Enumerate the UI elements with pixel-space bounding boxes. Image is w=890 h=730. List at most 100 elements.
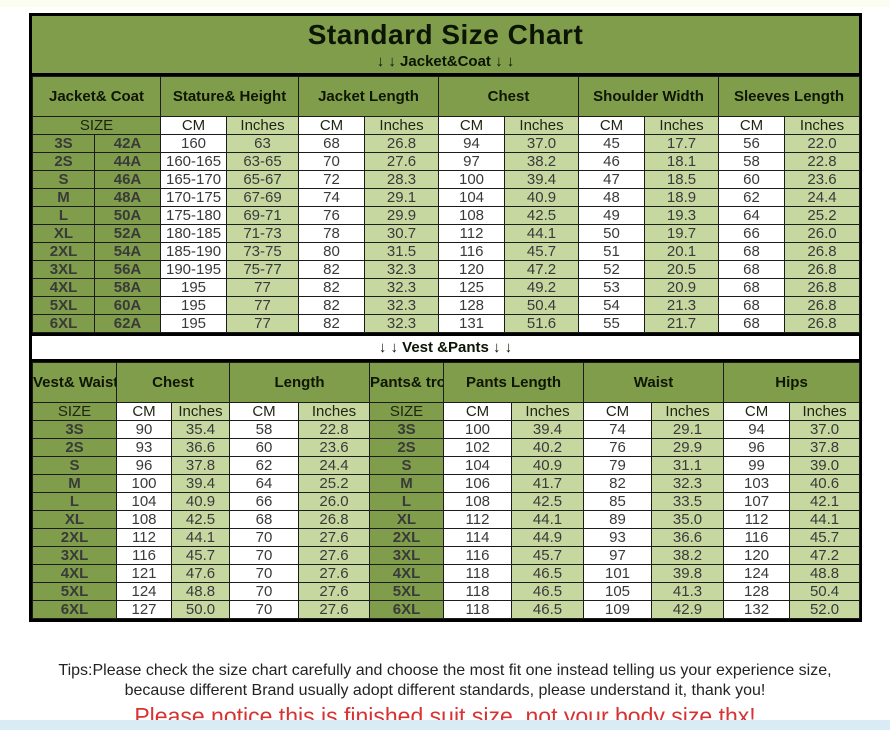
size-cell: 48A <box>93 187 162 207</box>
vest-pants-band-label: ↓ ↓ Vest &Pants ↓ ↓ <box>32 332 859 362</box>
value-cell: 25.2 <box>784 205 861 225</box>
table-row: 3XL 56A 190-195 75-77 82 32.3 120 47.2 52 20.5 68 2… <box>32 259 861 279</box>
value-cell: 107 <box>723 491 791 511</box>
value-cell: 27.6 <box>298 581 370 601</box>
value-cell: 45.7 <box>171 545 230 565</box>
value-cell: 45.7 <box>504 241 580 261</box>
value-cell: 78 <box>298 223 366 243</box>
value-cell: 44.9 <box>510 527 585 547</box>
footer-notes: Tips:Please check the size chart careful… <box>0 661 890 729</box>
value-cell: 112 <box>723 509 791 529</box>
value-cell: 60 <box>718 169 786 189</box>
size-cell: 2S <box>32 151 95 171</box>
size-cell: 3S <box>32 133 95 153</box>
value-cell: 26.8 <box>784 313 861 333</box>
value-cell: 26.0 <box>298 491 370 511</box>
value-cell: 53 <box>578 277 646 297</box>
value-cell: 27.6 <box>298 545 370 565</box>
size-cell: 2XL <box>32 241 95 261</box>
value-cell: 70 <box>298 151 366 171</box>
value-cell: 77 <box>226 313 300 333</box>
value-cell: 51.6 <box>504 313 580 333</box>
size-cell: 58A <box>93 277 162 297</box>
units-header-cell: CM <box>160 115 228 135</box>
value-cell: 32.3 <box>364 277 440 297</box>
value-cell: 97 <box>438 151 506 171</box>
value-cell: 79 <box>583 455 653 475</box>
value-cell: 40.2 <box>510 437 585 457</box>
size-cell: M <box>32 473 117 493</box>
table-row: 3S 42A 160 63 68 26.8 94 37.0 45 17.7 56 22.0 <box>32 133 861 153</box>
title-band: Standard Size Chart ↓ ↓ Jacket&Coat ↓ ↓ <box>32 16 859 76</box>
value-cell: 68 <box>718 277 786 297</box>
value-cell: 50.4 <box>789 581 861 601</box>
units-header-cell: SIZE <box>31 115 162 135</box>
value-cell: 52.0 <box>789 599 861 619</box>
value-cell: 118 <box>443 599 512 619</box>
value-cell: 29.9 <box>651 437 725 457</box>
value-cell: 67-69 <box>226 187 300 207</box>
size-cell: 3XL <box>32 545 117 565</box>
value-cell: 195 <box>160 295 228 315</box>
size-cell: 2S <box>369 437 444 457</box>
value-cell: 32.3 <box>364 295 440 315</box>
table-row: 2XL 54A 185-190 73-75 80 31.5 116 45.7 51 20.1 68 2… <box>32 241 861 261</box>
units-header-cell: CM <box>578 115 646 135</box>
size-cell: 2XL <box>369 527 444 547</box>
value-cell: 19.7 <box>644 223 720 243</box>
value-cell: 37.0 <box>789 419 861 439</box>
value-cell: 20.1 <box>644 241 720 261</box>
value-cell: 52 <box>578 259 646 279</box>
value-cell: 66 <box>718 223 786 243</box>
table-row: S 96 37.8 62 24.4 S 104 40.9 79 31.1 99 39.0 <box>32 455 861 475</box>
value-cell: 17.7 <box>644 133 720 153</box>
value-cell: 89 <box>583 509 653 529</box>
value-cell: 26.8 <box>784 259 861 279</box>
value-cell: 46 <box>578 151 646 171</box>
size-cell: 5XL <box>32 581 117 601</box>
value-cell: 70 <box>229 581 299 601</box>
value-cell: 44.1 <box>510 509 585 529</box>
value-cell: 75-77 <box>226 259 300 279</box>
value-cell: 32.3 <box>364 259 440 279</box>
value-cell: 180-185 <box>160 223 228 243</box>
value-cell: 72 <box>298 169 366 189</box>
units-header-cell: Inches <box>789 401 861 421</box>
value-cell: 104 <box>438 187 506 207</box>
vest-pants-size-table: Vest& WaistcoatChestLengthPants& trouser… <box>32 361 861 619</box>
value-cell: 26.8 <box>784 277 861 297</box>
size-cell: 6XL <box>369 599 444 619</box>
size-cell: 5XL <box>369 581 444 601</box>
value-cell: 160 <box>160 133 228 153</box>
value-cell: 82 <box>583 473 653 493</box>
value-cell: 132 <box>723 599 791 619</box>
value-cell: 42.9 <box>651 599 725 619</box>
value-cell: 29.1 <box>651 419 725 439</box>
size-cell: 62A <box>93 313 162 333</box>
size-cell: 50A <box>93 205 162 225</box>
value-cell: 27.6 <box>298 599 370 619</box>
value-cell: 47.2 <box>504 259 580 279</box>
value-cell: 100 <box>116 473 172 493</box>
value-cell: 45.7 <box>510 545 585 565</box>
value-cell: 112 <box>116 527 172 547</box>
units-header-cell: Inches <box>226 115 300 135</box>
value-cell: 99 <box>723 455 791 475</box>
table-row: 4XL 58A 195 77 82 32.3 125 49.2 53 20.9 68 26.8 <box>32 277 861 297</box>
tips-line-1: Tips:Please check the size chart careful… <box>58 662 832 679</box>
value-cell: 40.9 <box>510 455 585 475</box>
value-cell: 76 <box>298 205 366 225</box>
units-header-cell: CM <box>116 401 172 421</box>
size-cell: L <box>32 205 95 225</box>
value-cell: 121 <box>116 563 172 583</box>
value-cell: 26.8 <box>784 241 861 261</box>
value-cell: 36.6 <box>171 437 230 457</box>
value-cell: 37.0 <box>504 133 580 153</box>
value-cell: 50.0 <box>171 599 230 619</box>
units-header-cell: CM <box>583 401 653 421</box>
value-cell: 68 <box>718 313 786 333</box>
value-cell: 69-71 <box>226 205 300 225</box>
top-margin-strip <box>0 0 890 7</box>
column-group-header: Chest <box>116 361 230 403</box>
table-row: 2XL 112 44.1 70 27.6 2XL 114 44.9 93 36.6 116 45.7 <box>32 527 861 547</box>
